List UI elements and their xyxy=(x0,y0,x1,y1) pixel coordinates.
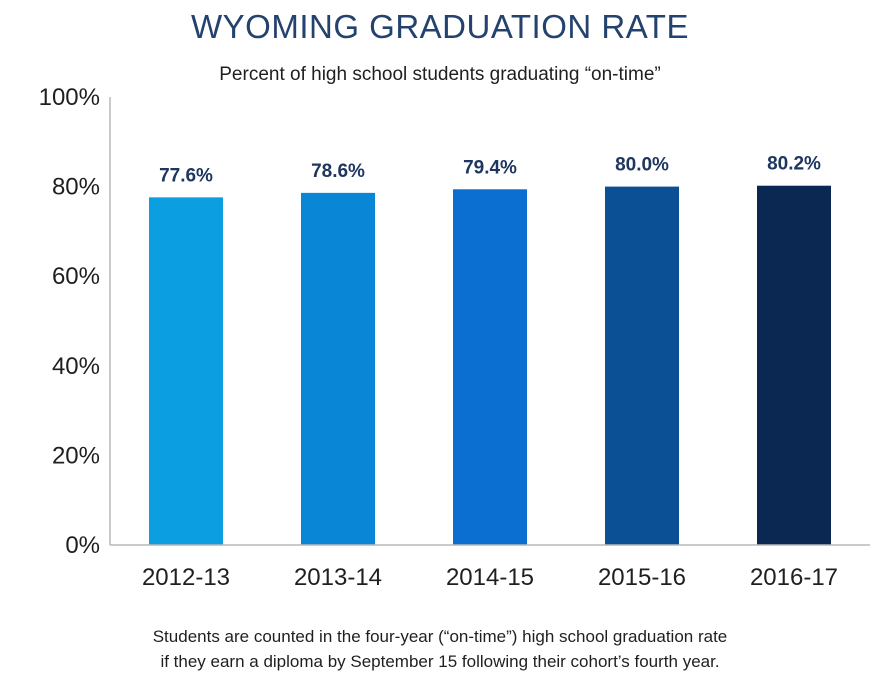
data-label: 77.6% xyxy=(159,165,213,186)
bar xyxy=(301,192,375,545)
footnote-line-2: if they earn a diploma by September 15 f… xyxy=(160,652,720,671)
x-tick-label: 2016-17 xyxy=(750,564,838,591)
chart-title: WYOMING GRADUATION RATE xyxy=(191,8,689,45)
chart-subtitle: Percent of high school students graduati… xyxy=(219,64,661,85)
x-tick-label: 2014-15 xyxy=(446,564,534,591)
y-tick-label: 20% xyxy=(52,442,100,469)
data-labels: 77.6% 78.6% 79.4% 80.0% 80.2% xyxy=(159,154,821,187)
data-label: 79.4% xyxy=(463,157,517,178)
y-tick-label: 60% xyxy=(52,263,100,290)
data-label: 80.2% xyxy=(767,154,821,175)
y-tick-label: 40% xyxy=(52,353,100,380)
bar xyxy=(453,189,527,545)
x-tick-label: 2012-13 xyxy=(142,564,230,591)
y-tick-label: 100% xyxy=(39,84,100,111)
y-axis: 0% 20% 40% 60% 80% 100% xyxy=(39,84,111,559)
x-tick-label: 2013-14 xyxy=(294,564,382,591)
bars xyxy=(149,185,831,546)
data-label: 78.6% xyxy=(311,161,365,182)
bar xyxy=(149,197,223,546)
x-tick-label: 2015-16 xyxy=(598,564,686,591)
y-tick-label: 0% xyxy=(65,532,100,559)
bar xyxy=(605,186,679,545)
data-label: 80.0% xyxy=(615,155,669,176)
y-tick-label: 80% xyxy=(52,174,100,201)
footnote-line-1: Students are counted in the four-year (“… xyxy=(152,627,728,646)
bar xyxy=(757,185,831,546)
x-axis: 2012-13 2013-14 2014-15 2015-16 2016-17 xyxy=(110,544,870,591)
